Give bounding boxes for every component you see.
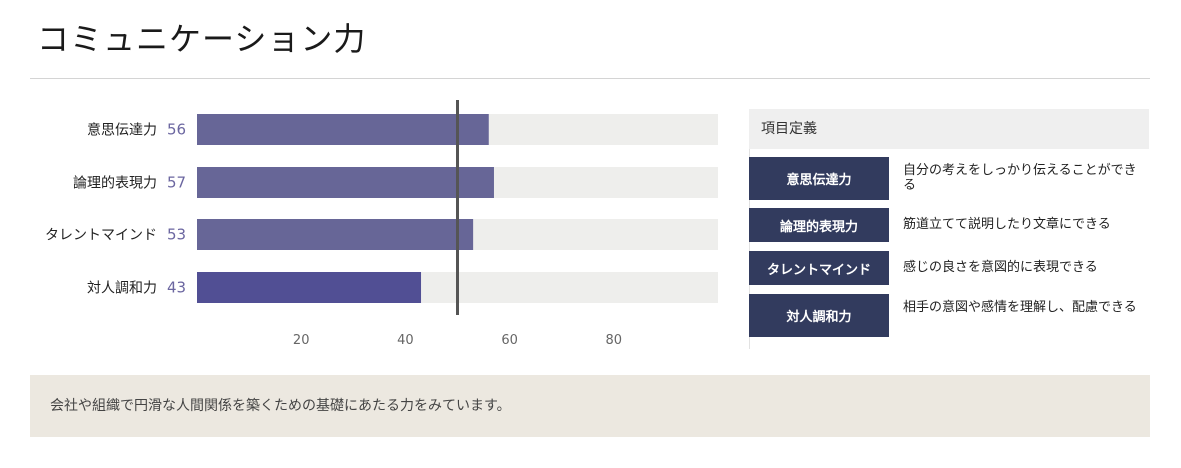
definition-desc: 筋道立てて説明したり文章にできる [903,217,1111,232]
definition-row: 対人調和力 相手の意図や感情を理解し、配慮できる [749,294,1149,337]
definition-desc: 感じの良さを意図的に表現できる [903,260,1098,275]
x-tick-label: 80 [606,333,623,348]
definition-row: タレントマインド 感じの良さを意図的に表現できる [749,251,1149,285]
description-note: 会社や組織で円滑な人間関係を築くための基礎にあたる力をみています。 [30,375,1150,437]
title-divider [30,78,1150,79]
category-label: 論理的表現力 [73,176,157,192]
definition-row: 論理的表現力 筋道立てて説明したり文章にできる [749,208,1149,242]
category-label: 対人調和力 [87,281,157,297]
x-tick-label: 20 [293,333,310,348]
definition-term: タレントマインド [749,251,889,285]
bar-chart: 意思伝達力 56 論理的表現力 57 タレントマインド 53 対人調和力 43 20 40 60 80 [45,100,718,348]
bar [197,114,489,145]
definition-row: 意思伝達力 自分の考えをしっかり伝えることができる [749,157,1149,200]
category-label: 意思伝達力 [87,122,157,139]
definition-term: 意思伝達力 [749,157,889,200]
bar [197,219,474,250]
page-title: コミュニケーション力 [37,20,367,58]
category-label: タレントマインド [45,228,157,244]
value-label: 56 [167,121,186,139]
value-label: 43 [167,279,186,297]
value-label: 57 [167,174,186,192]
definition-term: 論理的表現力 [749,208,889,242]
definitions-panel: 項目定義 意思伝達力 自分の考えをしっかり伝えることができる 論理的表現力 筋道… [749,109,1149,349]
definitions-header: 項目定義 [749,109,1149,149]
definition-term: 対人調和力 [749,294,889,337]
x-tick-label: 40 [397,333,414,348]
definition-desc: 相手の意図や感情を理解し、配慮できる [903,300,1137,315]
bar [197,272,422,303]
value-label: 53 [167,226,186,244]
definitions-left-border [749,149,750,349]
definition-desc: 自分の考えをしっかり伝えることができる [903,163,1137,193]
bar [197,167,494,198]
x-tick-label: 60 [501,333,518,348]
